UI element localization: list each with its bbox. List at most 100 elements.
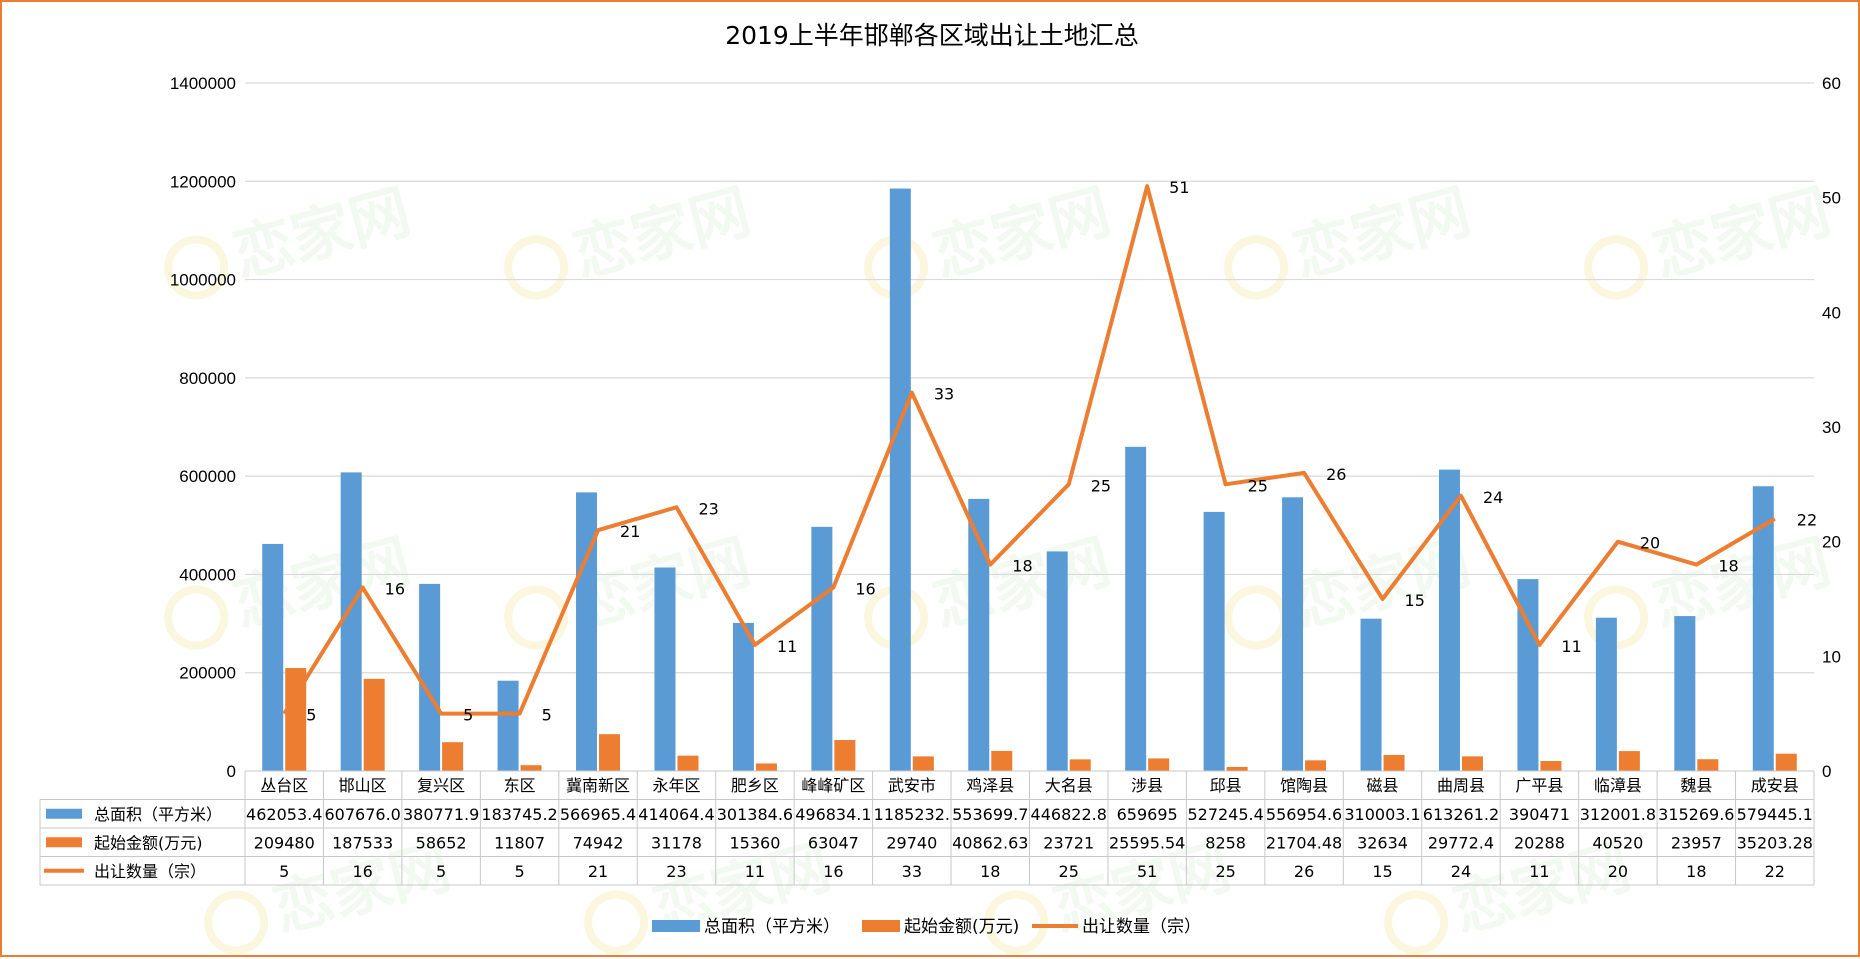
table-cell: 566965.4 [560,805,636,824]
bar-amount [991,750,1013,771]
table-series-name: 出让数量（宗） [94,862,206,881]
watermark-logo [584,890,649,955]
table-cell: 11807 [494,833,545,852]
table-cell: 1185232. [874,805,950,824]
category-label: 魏县 [1680,776,1712,795]
line-series: 5 16 5 5 21 23 11 16 33 18 25 51 25 26 15 24 11 20 18 22 [282,178,1817,725]
bar-amount [755,763,777,771]
left-tick-label: 0 [227,762,236,781]
bar-area [262,543,284,771]
right-tick-label: 20 [1822,533,1841,552]
category-label: 永年区 [652,776,700,795]
right-tick-label: 10 [1822,647,1841,666]
watermark: 恋家网 [164,527,418,650]
table-cell: 8258 [1205,833,1246,852]
data-label-count: 18 [1012,557,1032,576]
bar-amount [1148,758,1170,771]
right-tick-label: 50 [1822,189,1841,208]
category-label: 复兴区 [417,776,465,795]
category-label: 广平县 [1515,776,1563,795]
bar-area [1517,579,1539,771]
bar-amount [912,756,934,771]
table-series-name: 起始金额(万元) [94,833,203,852]
data-label-count: 23 [698,499,718,518]
watermark-logo [1224,235,1289,300]
table-cell: 11 [1529,862,1549,881]
watermark-logo [1384,890,1449,955]
table-cell: 607676.0 [325,805,401,824]
bar-amount [1775,753,1797,771]
watermark: 恋家网 [504,527,758,650]
table-cell: 16 [352,862,372,881]
table-cell: 579445.1 [1737,805,1813,824]
bar-amount [1540,761,1562,771]
data-label-count: 18 [1718,557,1738,576]
category-label: 磁县 [1367,776,1399,795]
data-label-count: 24 [1483,488,1503,507]
left-tick-label: 400000 [179,565,236,584]
table-cell: 40862.63 [952,833,1028,852]
category-label: 峰峰矿区 [801,776,865,795]
table-cell: 15 [1372,862,1392,881]
data-table: 丛台区 邯山区 复兴区 东区 冀南新区 永年区 肥乡区 峰峰矿区 武安市 鸡泽县 大名县 涉县 邱县 馆陶… [39,770,1815,886]
bar-amount [1226,766,1248,771]
bar-area [654,567,676,771]
table-series-name: 总面积（平方米） [94,805,222,824]
data-label-count: 25 [1248,476,1268,495]
table-cell: 496834.1 [795,805,871,824]
category-label: 临漳县 [1594,776,1642,795]
table-cell: 312001.8 [1580,805,1656,824]
watermark-text: 恋家网 [1646,177,1838,291]
category-label: 曲周县 [1437,776,1485,795]
table-cell: 414064.4 [638,805,714,824]
bar-area [732,622,754,771]
bar-area [968,498,990,771]
legend-label-area: 总面积（平方米） [704,917,840,937]
left-tick-label: 1200000 [170,172,236,191]
bar-area [1203,511,1225,771]
left-tick-label: 1000000 [170,271,236,290]
table-cell: 23 [666,862,686,881]
table-cell: 21 [588,862,608,881]
watermark-logo [1584,585,1649,650]
watermark-text: 恋家网 [926,177,1118,291]
table-cell: 301384.6 [717,805,793,824]
category-label: 大名县 [1045,776,1093,795]
legend: 总面积（平方米） 起始金额(万元) 出让数量（宗） [652,917,1201,937]
watermark-logo [204,890,269,955]
bar-amount [834,740,856,771]
table-cell: 16 [823,862,843,881]
category-label: 冀南新区 [566,776,630,795]
table-cell: 58652 [416,833,467,852]
bar-area [1282,497,1304,771]
table-cell: 5 [279,862,289,881]
left-tick-label: 600000 [179,467,236,486]
right-tick-label: 30 [1822,418,1841,437]
table-cell: 21704.48 [1266,833,1342,852]
table-cell: 63047 [808,833,859,852]
data-label-count: 26 [1326,465,1346,484]
watermark-text: 恋家网 [926,527,1118,641]
legend-label-count: 出让数量（宗） [1082,917,1201,937]
table-cell: 35203.28 [1737,833,1813,852]
bar-area [1046,551,1068,771]
data-label-count: 5 [542,706,552,725]
bar-amount [363,678,385,771]
legend-label-amount: 起始金额(万元) [904,917,1019,937]
watermark: 恋家网 [1584,177,1838,300]
watermark-logo [164,235,229,300]
table-cell: 22 [1765,862,1785,881]
table-cell: 11 [745,862,765,881]
table-cell: 310003.1 [1344,805,1420,824]
left-axis-ticks: 0 200000 400000 600000 800000 1000000 1200000 1… [170,74,236,781]
bar-amount [599,734,621,771]
bar-amount [1069,759,1091,771]
table-cell: 15360 [729,833,780,852]
bar-amount [1618,751,1640,771]
bar-area [419,583,441,771]
category-label: 武安市 [888,776,936,795]
bar-area [1595,617,1617,771]
legend-key-area [652,920,700,932]
